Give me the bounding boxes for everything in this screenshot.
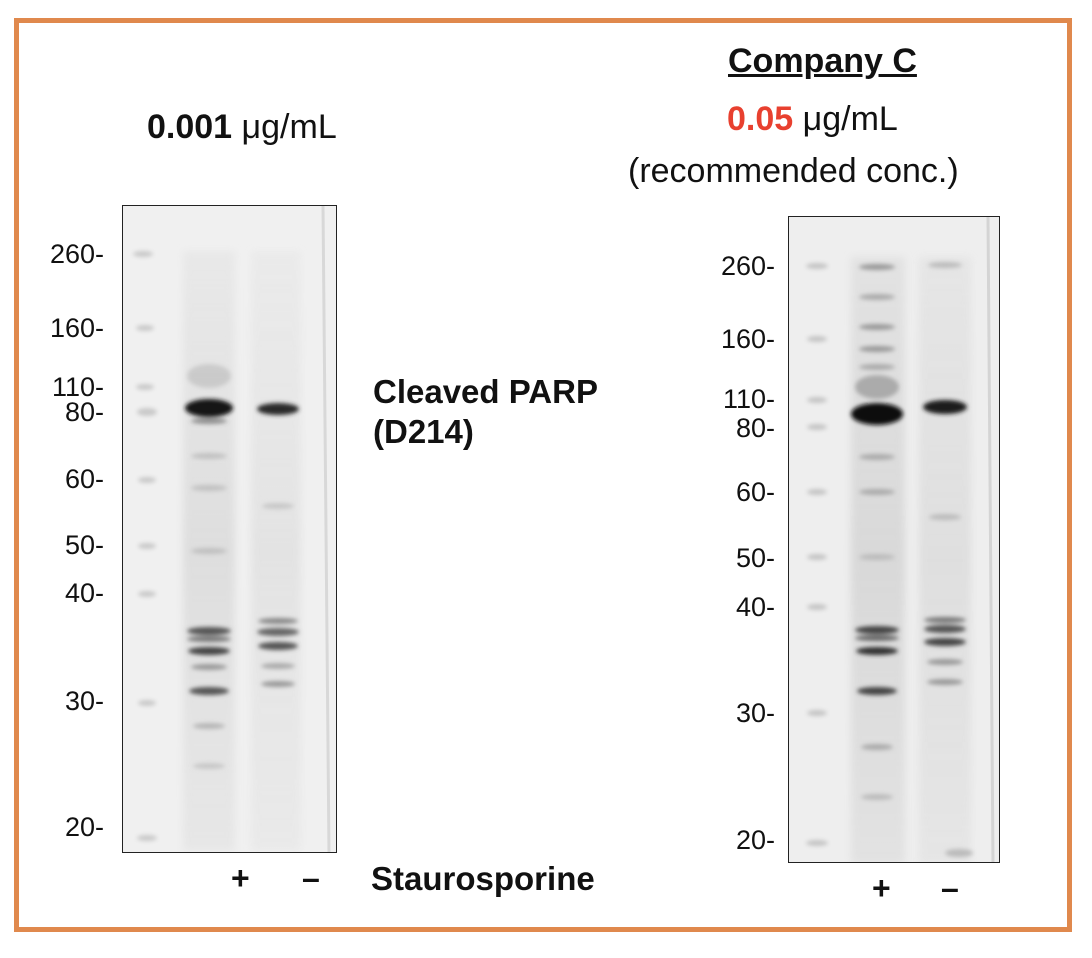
right-blot-image xyxy=(789,217,999,862)
left-mw-260: 260- xyxy=(49,239,104,269)
right-conc-unit: μg/mL xyxy=(802,100,898,138)
protein-label-line2: (D214) xyxy=(373,413,474,450)
left-lane-plus: + xyxy=(231,860,250,896)
company-label: Company C xyxy=(728,42,917,80)
left-mw-50: 50- xyxy=(64,530,104,560)
left-concentration: 0.001 μg/mL xyxy=(147,108,337,147)
left-mw-110: 110- xyxy=(51,372,104,402)
right-lane-plus: + xyxy=(872,870,891,906)
right-concentration: 0.05 μg/mL xyxy=(727,100,898,139)
left-lane-minus: – xyxy=(302,860,320,896)
left-mw-80: 80- xyxy=(64,397,104,427)
left-mw-40: 40- xyxy=(64,578,104,608)
right-conc-value: 0.05 xyxy=(727,100,794,138)
left-mw-20: 20- xyxy=(64,812,104,842)
left-blot-image xyxy=(123,206,336,852)
treatment-label: Staurosporine xyxy=(371,860,595,897)
right-mw-50: 50- xyxy=(735,543,775,573)
right-mw-110: 110- xyxy=(722,384,775,414)
left-mw-160: 160- xyxy=(49,313,104,343)
right-mw-60: 60- xyxy=(735,477,775,507)
left-western-blot xyxy=(122,205,337,853)
left-mw-60: 60- xyxy=(64,464,104,494)
left-mw-30: 30- xyxy=(64,686,104,716)
protein-label: Cleaved PARP (D214) xyxy=(373,372,598,452)
right-mw-160: 160- xyxy=(720,324,775,354)
right-mw-30: 30- xyxy=(735,698,775,728)
right-mw-40: 40- xyxy=(735,592,775,622)
left-conc-value: 0.001 xyxy=(147,108,233,146)
right-mw-20: 20- xyxy=(735,825,775,855)
right-mw-80: 80- xyxy=(735,413,775,443)
right-western-blot xyxy=(788,216,1000,863)
recommended-note: (recommended conc.) xyxy=(628,152,959,190)
right-mw-260: 260- xyxy=(720,251,775,281)
left-conc-unit: μg/mL xyxy=(241,108,337,146)
protein-label-line1: Cleaved PARP xyxy=(373,373,598,410)
right-lane-minus: – xyxy=(941,870,959,906)
